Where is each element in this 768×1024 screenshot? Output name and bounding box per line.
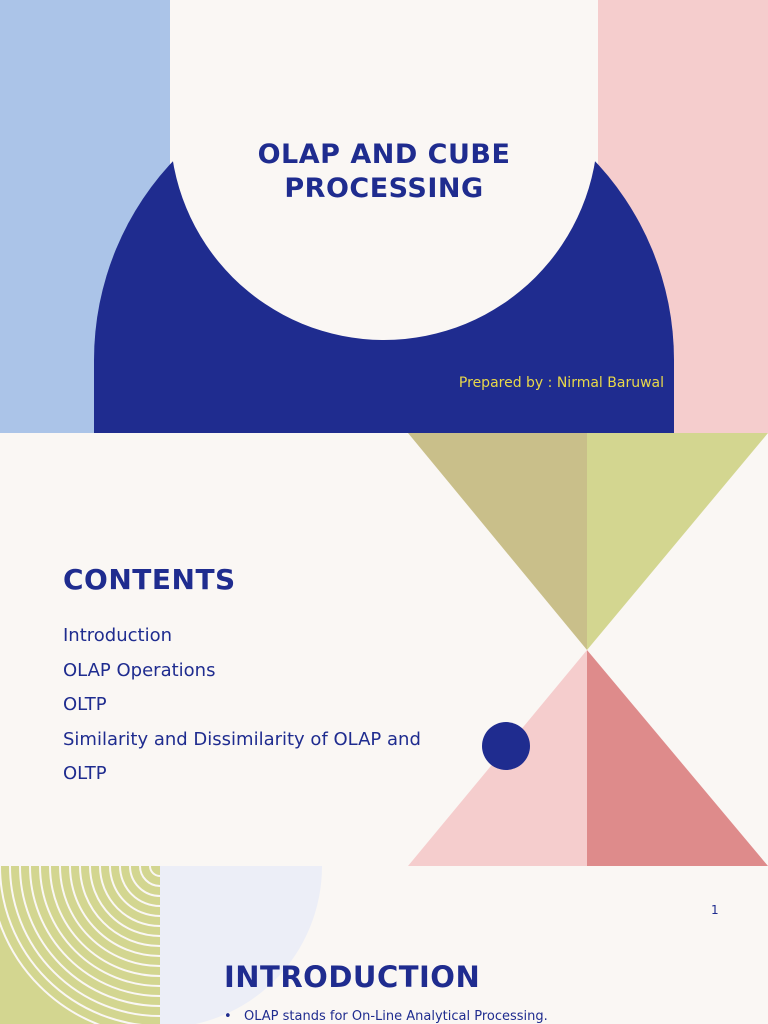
contents-heading: CONTENTS xyxy=(63,563,236,596)
contents-item: OLTP xyxy=(63,694,107,715)
olive-triangle xyxy=(408,433,587,650)
title-slide: OLAP AND CUBE PROCESSING Prepared by : N… xyxy=(0,0,768,433)
introduction-slide: 1 INTRODUCTION OLAP stands for On-Line A… xyxy=(0,866,768,1024)
navy-dot xyxy=(482,722,530,770)
introduction-bullets: OLAP stands for On-Line Analytical Proce… xyxy=(224,1009,548,1024)
page-number: 1 xyxy=(711,903,719,917)
contents-item: OLAP Operations xyxy=(63,659,216,681)
author-credit: Prepared by : Nirmal Baruwal xyxy=(458,375,664,391)
introduction-heading: INTRODUCTION xyxy=(224,960,481,994)
lime-triangle xyxy=(587,433,768,650)
salmon-triangle xyxy=(587,650,768,866)
contents-list: Introduction OLAP Operations OLTP Simila… xyxy=(63,619,463,792)
hourglass-graphic xyxy=(408,433,768,866)
contents-slide: CONTENTS Introduction OLAP Operations OL… xyxy=(0,433,768,866)
contents-item: Introduction xyxy=(63,625,173,646)
concentric-arcs-graphic xyxy=(0,866,160,1024)
lavender-quarter-circle xyxy=(160,866,322,1024)
cream-half-circle xyxy=(170,0,598,340)
bullet-item: OLAP stands for On-Line Analytical Proce… xyxy=(224,1009,548,1024)
presentation-title: OLAP AND CUBE PROCESSING xyxy=(257,139,511,204)
contents-item: Similarity and Dissimilarity of OLAP and… xyxy=(63,728,421,785)
